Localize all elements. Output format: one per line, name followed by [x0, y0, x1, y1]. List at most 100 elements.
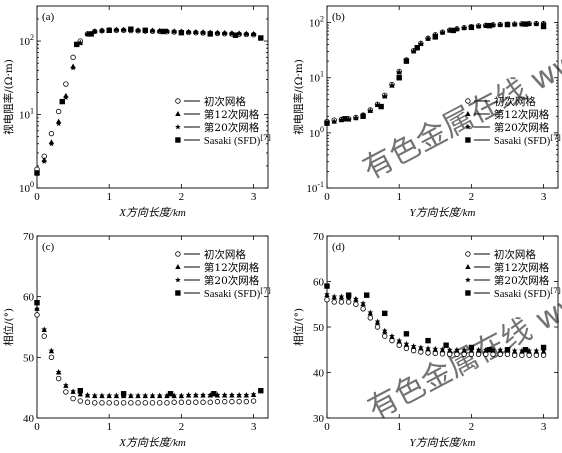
data-point: [207, 399, 213, 405]
x-tick-label: 2: [179, 191, 185, 203]
data-point: [164, 28, 170, 34]
data-point: [345, 299, 352, 305]
data-point: [142, 400, 148, 406]
data-point: [171, 392, 178, 398]
data-point: [84, 399, 91, 405]
data-point: [221, 30, 228, 36]
y-tick-label: 60: [313, 277, 325, 289]
data-point: [360, 306, 366, 312]
legend-label: 第20次网格: [204, 121, 260, 134]
data-point: [120, 400, 127, 406]
data-point: [382, 310, 388, 317]
data-point: [403, 331, 410, 337]
legend-marker: [465, 98, 471, 104]
data-point: [360, 300, 366, 306]
data-point: [533, 347, 540, 354]
data-point: [475, 346, 482, 353]
data-point: [425, 35, 431, 42]
data-point: [389, 82, 395, 89]
chart-panel-4: 0 1 2 3 30 40 50 60 70 (d) Y方向长度/km 相位/(°) 初次网格第12次网…: [292, 231, 561, 449]
series-3: [34, 305, 257, 398]
legend-label: 初次网格: [204, 95, 246, 108]
series-4: [324, 21, 547, 126]
legend-marker: [175, 277, 181, 283]
data-point: [149, 400, 156, 406]
data-point: [540, 23, 547, 30]
y-tick-label: 70: [23, 231, 35, 243]
x-tick-label: 2: [469, 191, 475, 203]
data-point: [106, 392, 113, 398]
data-point: [540, 352, 547, 358]
data-point: [142, 27, 148, 34]
data-point: [91, 28, 98, 34]
data-point: [171, 399, 177, 405]
x-tick-label: 0: [324, 191, 330, 203]
data-point: [367, 107, 374, 114]
data-point: [447, 351, 453, 357]
data-point: [77, 388, 84, 394]
data-point: [221, 391, 228, 398]
legend-label: 第20次网格: [494, 121, 550, 134]
data-point: [120, 26, 127, 33]
x-tick-label: 0: [34, 421, 40, 433]
data-point: [48, 130, 55, 137]
data-point: [232, 32, 239, 38]
data-point: [483, 351, 489, 357]
data-point: [403, 58, 410, 64]
data-point: [106, 400, 112, 406]
data-point: [364, 292, 370, 298]
data-point: [526, 352, 532, 358]
data-point: [229, 398, 235, 405]
x-tick-label: 2: [179, 421, 185, 433]
panel-label: (d): [332, 241, 345, 253]
y-tick-label: 50: [23, 352, 35, 364]
data-point: [331, 118, 338, 125]
y-axis-label: 相位/(°): [292, 308, 305, 346]
data-point: [446, 346, 453, 353]
data-point: [258, 388, 264, 394]
data-point: [414, 45, 420, 51]
x-tick-label: 0: [34, 191, 40, 203]
data-point: [367, 309, 374, 315]
x-tick-label: 3: [251, 191, 257, 203]
legend-marker: [465, 124, 471, 130]
data-point: [490, 351, 496, 357]
watermark-lower: 有色金属在线 www.cnnmol.com: [362, 183, 562, 427]
plot-frame: [36, 235, 269, 419]
data-point: [504, 351, 511, 357]
data-point: [34, 312, 40, 318]
data-point: [396, 337, 403, 344]
data-point: [338, 299, 345, 305]
data-point: [55, 375, 62, 382]
y-tick-label: 10-1: [306, 180, 324, 195]
data-point: [382, 333, 388, 339]
chart-panel-3: 0 1 2 3 40 50 60 70 (c) X方向长度/km 相位/(°) 初次网格第12次网格第…: [2, 231, 271, 449]
data-point: [454, 351, 460, 357]
series-1: [34, 312, 257, 406]
data-point: [192, 29, 199, 35]
data-point: [497, 21, 504, 28]
data-point: [185, 28, 192, 35]
legend-marker: [175, 290, 181, 296]
data-point: [439, 351, 446, 357]
data-point: [142, 392, 149, 398]
legend-label: 第12次网格: [204, 108, 260, 121]
data-point: [461, 24, 468, 31]
data-point: [34, 300, 40, 306]
data-point: [374, 324, 381, 330]
data-point: [70, 395, 76, 402]
y-tick-label: 101: [309, 70, 324, 85]
data-point: [41, 158, 48, 164]
data-point: [533, 352, 540, 358]
data-point: [88, 31, 94, 37]
legend-marker: [175, 137, 181, 143]
x-tick-label: 3: [541, 421, 547, 433]
data-point: [331, 293, 338, 299]
data-point: [497, 346, 504, 353]
panel-label: (c): [42, 241, 55, 253]
data-point: [128, 400, 134, 406]
data-point: [475, 23, 482, 29]
legend-marker: [465, 264, 471, 269]
data-point: [526, 347, 532, 354]
data-point: [41, 326, 48, 332]
